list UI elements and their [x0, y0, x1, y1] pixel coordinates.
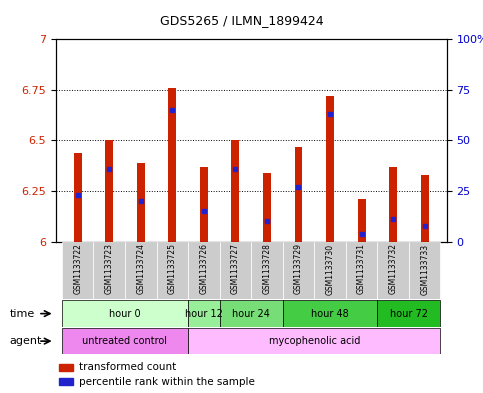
Text: mycophenolic acid: mycophenolic acid	[269, 336, 360, 346]
Text: GSM1133724: GSM1133724	[136, 243, 145, 294]
Bar	[169, 88, 176, 242]
Text: hour 24: hour 24	[232, 309, 270, 319]
Text: GSM1133722: GSM1133722	[73, 243, 82, 294]
Text: GSM1133733: GSM1133733	[420, 243, 429, 294]
Bar	[295, 147, 302, 242]
Text: GSM1133729: GSM1133729	[294, 243, 303, 294]
Text: transformed count: transformed count	[79, 362, 176, 372]
Text: GSM1133723: GSM1133723	[105, 243, 114, 294]
Bar	[220, 242, 251, 299]
Bar	[200, 167, 208, 242]
Bar	[409, 242, 440, 299]
Text: GDS5265 / ILMN_1899424: GDS5265 / ILMN_1899424	[160, 14, 323, 27]
Bar	[220, 300, 283, 327]
Bar	[188, 328, 440, 354]
Bar	[251, 242, 283, 299]
Bar	[188, 242, 220, 299]
Bar	[137, 163, 145, 242]
Text: agent: agent	[10, 336, 42, 346]
Bar	[93, 242, 125, 299]
Text: untreated control: untreated control	[83, 336, 168, 346]
Bar	[326, 96, 334, 242]
Text: GSM1133725: GSM1133725	[168, 243, 177, 294]
Bar	[62, 328, 188, 354]
Bar	[389, 167, 397, 242]
Text: time: time	[10, 309, 35, 319]
Bar	[188, 300, 220, 327]
Bar	[283, 242, 314, 299]
Text: GSM1133731: GSM1133731	[357, 243, 366, 294]
Bar	[377, 242, 409, 299]
Bar	[74, 152, 82, 242]
Text: GSM1133732: GSM1133732	[389, 243, 398, 294]
Text: hour 0: hour 0	[109, 309, 141, 319]
Bar	[105, 140, 113, 242]
Bar	[62, 300, 188, 327]
Bar	[231, 140, 240, 242]
Bar	[357, 199, 366, 242]
Bar	[421, 175, 428, 242]
Text: GSM1133726: GSM1133726	[199, 243, 208, 294]
Bar	[314, 242, 346, 299]
Bar	[377, 300, 440, 327]
Bar	[59, 378, 73, 385]
Text: percentile rank within the sample: percentile rank within the sample	[79, 377, 255, 387]
Text: hour 12: hour 12	[185, 309, 223, 319]
Text: hour 72: hour 72	[390, 309, 428, 319]
Bar	[263, 173, 271, 242]
Bar	[59, 364, 73, 371]
Text: GSM1133727: GSM1133727	[231, 243, 240, 294]
Text: GSM1133730: GSM1133730	[326, 243, 335, 294]
Bar	[62, 242, 93, 299]
Bar	[346, 242, 377, 299]
Bar	[125, 242, 156, 299]
Text: hour 48: hour 48	[311, 309, 349, 319]
Text: GSM1133728: GSM1133728	[262, 243, 271, 294]
Bar	[156, 242, 188, 299]
Bar	[283, 300, 377, 327]
